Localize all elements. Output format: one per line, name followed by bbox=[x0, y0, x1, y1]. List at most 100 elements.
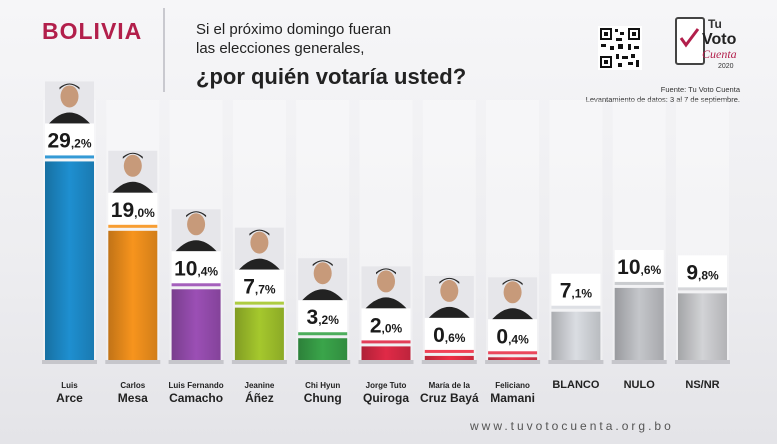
bar-base-shadow bbox=[485, 360, 541, 364]
category-label: María de la bbox=[429, 381, 471, 390]
bar-base-shadow bbox=[611, 360, 667, 364]
bar-8 bbox=[488, 357, 538, 360]
category-label: Áñez bbox=[245, 390, 274, 405]
value-label-underline bbox=[108, 224, 158, 228]
category-label: NULO bbox=[624, 379, 656, 391]
value-label-box bbox=[614, 249, 664, 284]
svg-text:2020: 2020 bbox=[718, 63, 734, 70]
candidate-photo bbox=[424, 275, 474, 318]
bar-4 bbox=[234, 307, 284, 360]
value-label-box bbox=[45, 123, 94, 158]
bar-base-shadow bbox=[295, 360, 351, 364]
category-label: BLANCO bbox=[552, 379, 599, 391]
category-label: Chi Hyun bbox=[305, 381, 340, 390]
value-label-underline bbox=[551, 305, 601, 309]
value-label: 7,1% bbox=[560, 280, 593, 303]
source-line: Fuente: Tu Voto Cuenta bbox=[660, 85, 740, 94]
value-label-underline bbox=[45, 155, 94, 159]
category-label: Chung bbox=[304, 391, 342, 405]
bar-base-shadow bbox=[105, 360, 161, 364]
value-label: 0,6% bbox=[433, 324, 466, 347]
value-label-box bbox=[678, 255, 727, 290]
bar-1 bbox=[45, 161, 94, 360]
value-label: 0,4% bbox=[496, 325, 529, 348]
candidate-photo bbox=[488, 277, 538, 320]
candidate-photo bbox=[361, 266, 411, 309]
value-label: 2,0% bbox=[370, 314, 403, 337]
value-label: 9,8% bbox=[686, 261, 719, 284]
value-label-underline bbox=[361, 340, 411, 344]
website-footer: www.tuvotocuenta.org.bo bbox=[470, 419, 674, 433]
candidate-photo bbox=[298, 258, 348, 301]
value-label-underline bbox=[234, 301, 284, 305]
category-label: Arce bbox=[56, 391, 83, 405]
value-label: 3,2% bbox=[307, 306, 340, 329]
value-label-box bbox=[298, 300, 348, 335]
category-label: Cruz Bayá bbox=[420, 391, 479, 405]
value-label-underline bbox=[678, 287, 727, 291]
candidate-photo bbox=[234, 227, 284, 270]
bar-base-shadow bbox=[675, 360, 730, 364]
value-label-box bbox=[424, 317, 474, 352]
tu-voto-cuenta-logo: Tu Voto Cuenta 2020 bbox=[675, 17, 737, 70]
svg-text:Tu: Tu bbox=[708, 17, 722, 31]
bar-base-shadow bbox=[231, 360, 287, 364]
bar-11 bbox=[678, 293, 727, 360]
bar-3 bbox=[171, 289, 221, 360]
bar-9 bbox=[551, 311, 601, 360]
candidate-photo bbox=[108, 150, 158, 193]
category-label: Mesa bbox=[118, 391, 148, 405]
candidate-photo bbox=[171, 209, 221, 252]
value-label: 10,6% bbox=[617, 256, 661, 279]
value-label-box bbox=[108, 192, 158, 227]
category-label: Jorge Tuto bbox=[366, 381, 407, 390]
qr-code-icon bbox=[598, 26, 642, 70]
value-label-underline bbox=[298, 332, 348, 336]
question-line-2: las elecciones generales, bbox=[196, 40, 365, 57]
value-label-box bbox=[171, 251, 221, 286]
bar-5 bbox=[298, 338, 348, 360]
category-label: NS/NR bbox=[685, 379, 719, 391]
bar-2 bbox=[108, 230, 158, 360]
category-label: Feliciano bbox=[495, 381, 530, 390]
fieldwork-dates: Levantamiento de datos: 3 al 7 de septie… bbox=[585, 95, 740, 104]
bar-10 bbox=[614, 287, 664, 360]
category-label: Luis Fernando bbox=[169, 381, 224, 390]
value-label-box bbox=[361, 308, 411, 343]
category-label: Mamani bbox=[490, 391, 535, 405]
bar-base-shadow bbox=[42, 360, 97, 364]
category-label: Quiroga bbox=[363, 391, 409, 405]
category-label: Luis bbox=[61, 381, 78, 390]
bar-base-shadow bbox=[168, 360, 224, 364]
svg-text:Cuenta: Cuenta bbox=[702, 47, 737, 61]
value-label-underline bbox=[171, 283, 221, 287]
category-label: Carlos bbox=[120, 381, 145, 390]
bar-6 bbox=[361, 346, 411, 360]
candidate-photo bbox=[45, 81, 94, 124]
value-label: 19,0% bbox=[111, 199, 155, 222]
source-note: Fuente: Tu Voto Cuenta Levantamiento de … bbox=[560, 85, 740, 105]
value-label-box bbox=[234, 269, 284, 304]
category-label: Camacho bbox=[169, 391, 223, 405]
header-divider bbox=[163, 8, 165, 92]
country-title: BOLIVIA bbox=[42, 18, 143, 44]
bar-base-shadow bbox=[358, 360, 414, 364]
question-line-1: Si el próximo domingo fueran bbox=[196, 21, 392, 38]
value-label: 7,7% bbox=[243, 276, 276, 299]
value-label-box bbox=[551, 273, 601, 308]
value-label: 10,4% bbox=[174, 257, 218, 280]
bar-base-shadow bbox=[548, 360, 604, 364]
value-label-underline bbox=[488, 351, 538, 355]
svg-text:Voto: Voto bbox=[702, 31, 737, 48]
value-label-underline bbox=[424, 349, 474, 353]
value-label-box bbox=[488, 319, 538, 354]
chart-title: ¿por quién votaría usted? bbox=[196, 64, 467, 89]
value-label: 29,2% bbox=[47, 129, 91, 152]
category-label: Jeanine bbox=[245, 381, 275, 390]
question-intro: Si el próximo domingo fueran las eleccio… bbox=[196, 20, 391, 58]
bar-7 bbox=[424, 355, 474, 360]
bar-base-shadow bbox=[421, 360, 477, 364]
value-label-underline bbox=[614, 281, 664, 285]
